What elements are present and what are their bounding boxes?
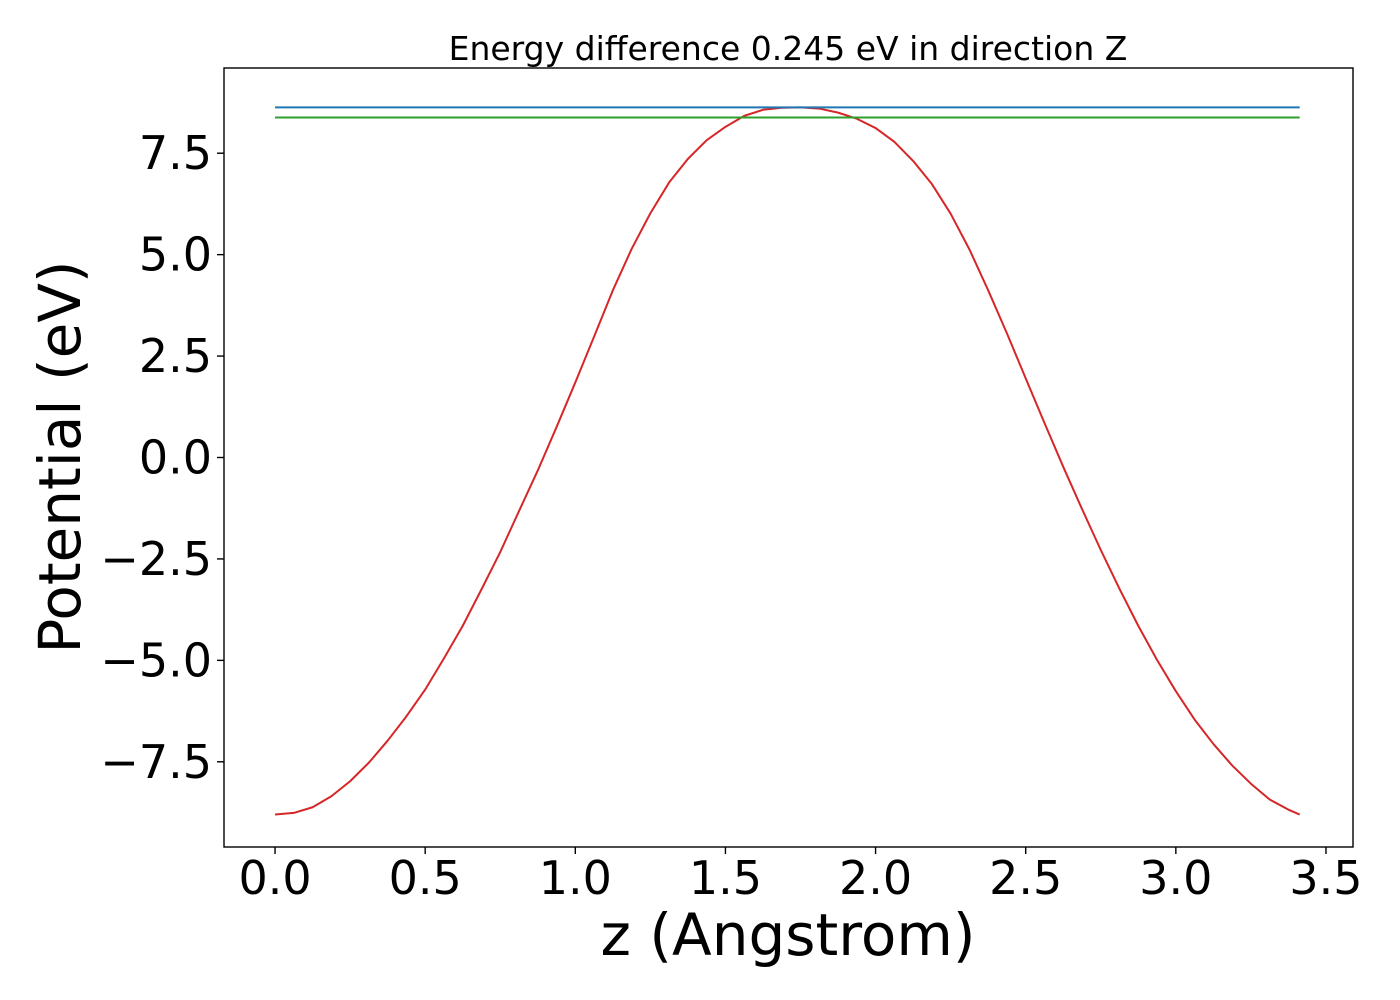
x-tick-label: 0.5 <box>389 851 462 905</box>
y-tick-label: 2.5 <box>139 329 212 383</box>
x-tick-label: 1.0 <box>539 851 612 905</box>
x-tick-label: 3.5 <box>1289 851 1362 905</box>
x-tick-label: 2.0 <box>839 851 912 905</box>
x-tick-label: 1.5 <box>689 851 762 905</box>
chart-title: Energy difference 0.245 eV in direction … <box>449 29 1128 68</box>
y-tick-label: 7.5 <box>139 126 212 180</box>
y-tick-label: −5.0 <box>100 633 212 687</box>
y-axis-label: Potential (eV) <box>26 260 94 653</box>
y-tick-label: −7.5 <box>100 735 212 789</box>
y-tick-label: −2.5 <box>100 532 212 586</box>
x-tick-label: 2.5 <box>989 851 1062 905</box>
x-tick-label: 3.0 <box>1139 851 1212 905</box>
x-axis-label: z (Angstrom) <box>601 901 976 969</box>
x-tick-label: 0.0 <box>238 851 311 905</box>
y-axis-ticks: −7.5 −5.0 −2.5 0.0 2.5 5.0 7.5 <box>100 126 224 789</box>
plot-area <box>223 67 1354 848</box>
y-tick-label: 0.0 <box>139 431 212 485</box>
series-lines <box>274 106 1301 816</box>
y-tick-label: 5.0 <box>139 228 212 282</box>
x-axis-ticks: 0.0 0.5 1.0 1.5 2.0 2.5 3.0 3.5 <box>238 847 1363 905</box>
